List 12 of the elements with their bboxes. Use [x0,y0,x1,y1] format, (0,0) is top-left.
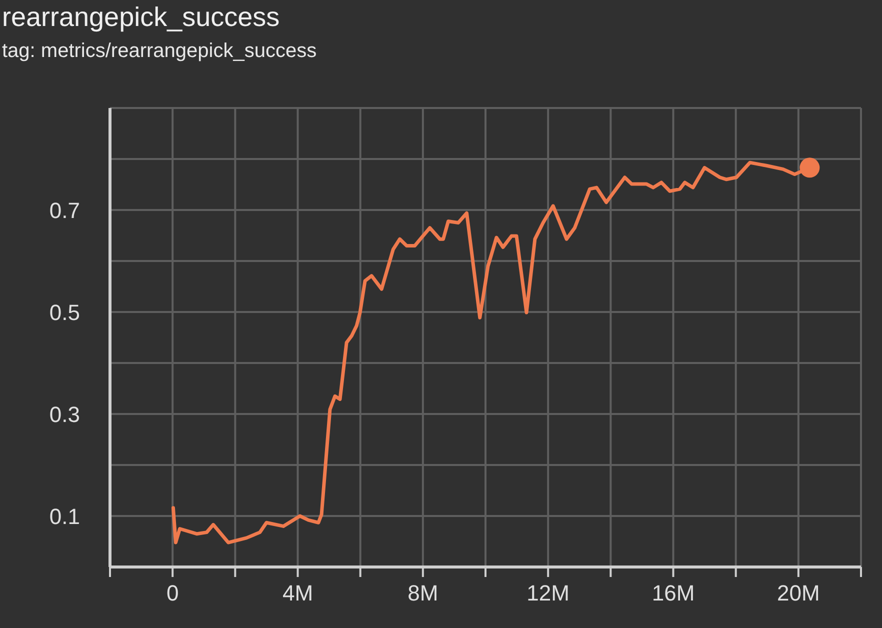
chart-subtitle: tag: metrics/rearrangepick_success [2,40,317,63]
chart-title: rearrangepick_success [2,2,280,33]
x-tick-label: 20M [777,580,820,606]
x-tick-label: 16M [652,580,695,606]
y-tick-label: 0.5 [49,300,80,325]
y-tick-label: 0.1 [49,504,80,529]
y-tick-label: 0.7 [49,198,80,223]
x-tick-label: 12M [526,580,570,606]
x-tick-label: 0 [166,580,179,606]
x-tick-label: 4M [282,580,314,606]
y-tick-label: 0.3 [49,402,80,427]
x-tick-label: 8M [408,580,438,606]
